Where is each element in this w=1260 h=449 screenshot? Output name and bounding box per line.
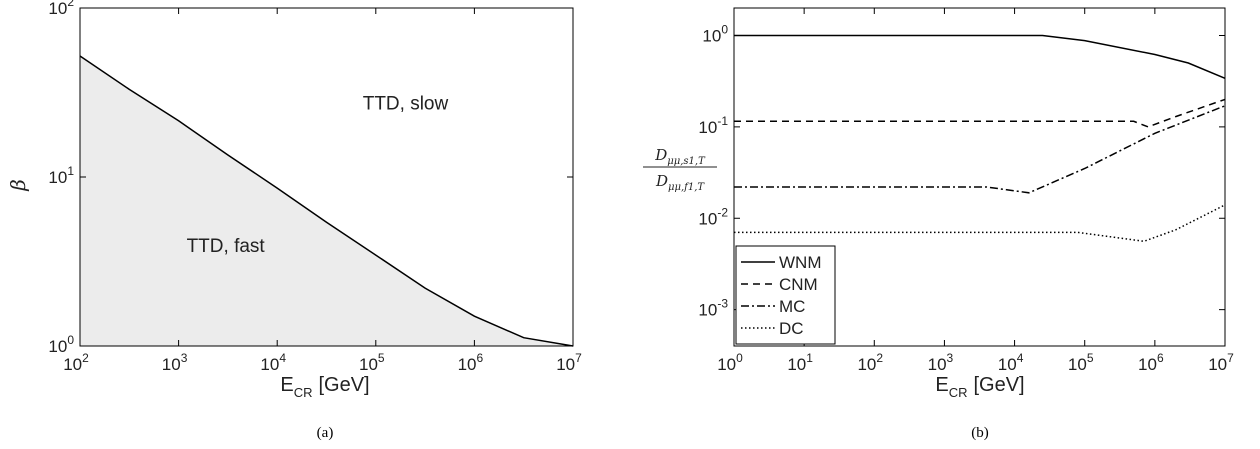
legend: WNM CNM MC DC: [735, 245, 836, 345]
y-axis-label-b: Dμμ,s1,T Dμμ,f1,T: [643, 146, 717, 193]
series-line-dc: [734, 204, 1226, 243]
panel-b: 100 101 102 103 104 105 106 10710010-110-210-3 …: [643, 7, 1234, 441]
plot-frame-b: [733, 7, 1226, 347]
y-tick-label: 102: [48, 0, 74, 18]
caption-a: (a): [317, 425, 334, 441]
y-tick-label: 101: [48, 164, 74, 187]
x-tick-label: 107: [1208, 351, 1234, 374]
panel-a: 102 103 104 105 106 107 100 101 102 TTD, slow TT…: [6, 0, 582, 441]
x-tick-label: 103: [928, 351, 954, 374]
x-axis-label-b: ECR [GeV]: [935, 374, 1024, 400]
x-tick-label: 103: [162, 351, 188, 374]
y-tick-label: 100: [702, 23, 728, 46]
y-tick-label: 10-1: [698, 114, 728, 137]
x-axis-label-a: ECR [GeV]: [280, 374, 369, 400]
y-tick-label: 100: [48, 333, 74, 356]
y-tick-label: 10-2: [698, 205, 728, 228]
boundary-curve: [79, 55, 574, 347]
x-tick-label: 100: [717, 351, 743, 374]
x-tick-label: 105: [1068, 351, 1094, 374]
x-tick-label: 106: [458, 351, 484, 374]
fast-region-fill: [80, 56, 573, 346]
legend-label-mc: MC: [779, 297, 805, 316]
region-label-fast: TTD, fast: [187, 236, 266, 257]
legend-label-cnm: CNM: [779, 275, 818, 294]
x-tick-label: 105: [359, 351, 385, 374]
x-tick-label: 106: [1138, 351, 1164, 374]
series-lines: [734, 34, 1226, 243]
caption-b: (b): [971, 425, 989, 441]
x-tick-label: 102: [857, 351, 883, 374]
svg-text:Dμμ,f1,T: Dμμ,f1,T: [655, 172, 705, 193]
ticks-b: 100 101 102 103 104 105 106 107 100 10-1 10-2 10-3: [698, 8, 1234, 374]
series-line-wnm: [734, 34, 1226, 79]
y-axis-label-a: β: [6, 179, 30, 192]
x-tick-label: 104: [998, 351, 1024, 374]
series-line-cnm: [734, 98, 1226, 128]
legend-label-wnm: WNM: [779, 253, 821, 272]
legend-label-dc: DC: [779, 319, 804, 338]
ticks-a: 102 103 104 105 106 107 100 101 102: [48, 0, 582, 374]
x-tick-label: 102: [63, 351, 89, 374]
x-tick-label: 101: [787, 351, 813, 374]
svg-text:Dμμ,s1,T: Dμμ,s1,T: [654, 146, 706, 167]
y-tick-label: 10-3: [698, 297, 728, 320]
x-tick-label: 104: [260, 351, 286, 374]
series-line-mc: [734, 105, 1226, 194]
x-tick-label: 107: [556, 351, 582, 374]
region-label-slow: TTD, slow: [363, 94, 449, 115]
